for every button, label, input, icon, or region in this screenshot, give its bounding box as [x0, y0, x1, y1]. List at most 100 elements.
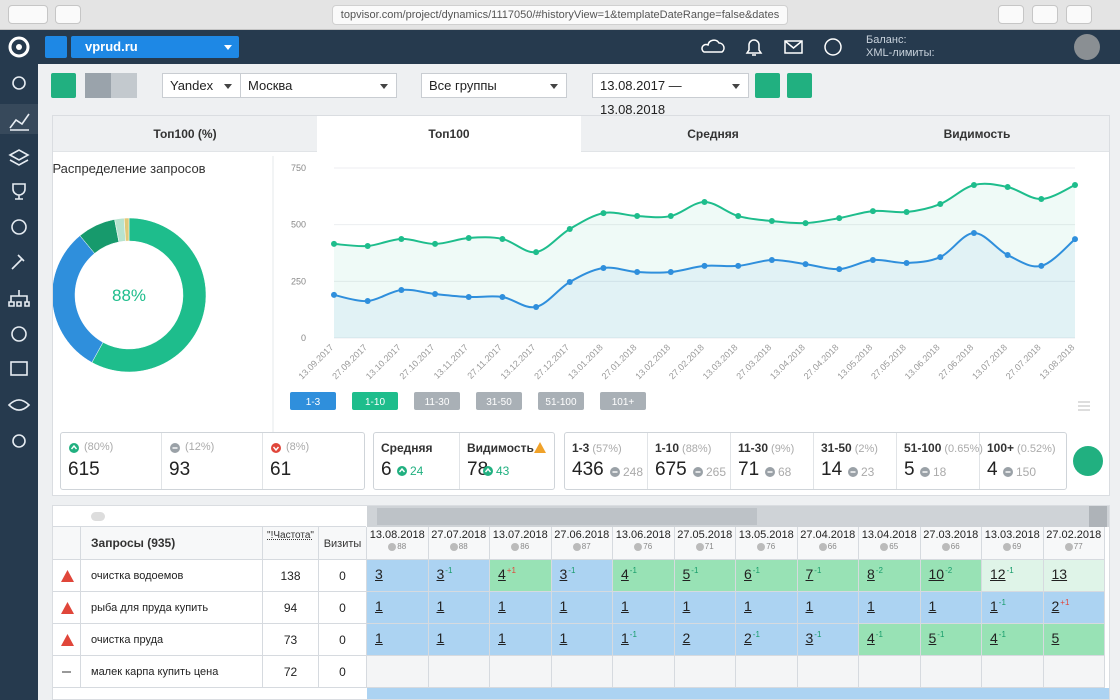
position[interactable]: 1: [375, 598, 383, 614]
x-tick-label: 13.12.2017: [499, 342, 538, 381]
tab[interactable]: Видимость: [845, 116, 1109, 152]
position[interactable]: 8: [867, 566, 875, 582]
position[interactable]: 1: [498, 598, 506, 614]
range-button-label: 51-100: [545, 397, 577, 408]
x-tick-label: 13.11.2017: [432, 342, 470, 380]
nav-icon[interactable]: [9, 290, 29, 306]
position[interactable]: 3: [806, 630, 814, 646]
position[interactable]: 1: [929, 598, 937, 614]
position[interactable]: 4: [990, 630, 998, 646]
trend-icon: [1003, 467, 1013, 477]
weather-icon[interactable]: [702, 40, 724, 52]
position[interactable]: 3: [375, 566, 383, 582]
range-button[interactable]: 31-50: [476, 392, 522, 410]
position[interactable]: 5: [683, 566, 691, 582]
position[interactable]: 1: [806, 598, 814, 614]
position-change: -1: [568, 566, 575, 575]
project-select[interactable]: vprud.ru: [71, 36, 239, 58]
summary-prev: 265: [706, 465, 726, 479]
summary-head: 1-10(88%): [655, 441, 711, 455]
position[interactable]: 3: [437, 566, 445, 582]
position-change: -1: [814, 566, 821, 575]
position[interactable]: 1: [990, 598, 998, 614]
position[interactable]: 5: [929, 630, 937, 646]
position[interactable]: 1: [437, 598, 445, 614]
nav-icon[interactable]: [12, 220, 26, 234]
help-icon[interactable]: [825, 39, 841, 55]
position[interactable]: 1: [867, 598, 875, 614]
position[interactable]: 10: [929, 566, 945, 582]
position[interactable]: 1: [621, 598, 629, 614]
tab[interactable]: Топ100 (%): [53, 116, 317, 152]
position[interactable]: 6: [744, 566, 752, 582]
position[interactable]: 2: [1052, 598, 1060, 614]
position[interactable]: 1: [498, 630, 506, 646]
scroll-arrow[interactable]: [1089, 506, 1107, 527]
position[interactable]: 1: [375, 630, 383, 646]
scroll-top-button[interactable]: [1073, 446, 1103, 476]
position[interactable]: 2: [744, 630, 752, 646]
nav-icon[interactable]: [12, 255, 24, 269]
tab[interactable]: Средняя: [581, 116, 845, 152]
chart-menu[interactable]: [1078, 402, 1090, 410]
logo[interactable]: [6, 35, 32, 59]
range-button[interactable]: 101+: [600, 392, 646, 410]
date-range-select[interactable]: 13.08.2017 — 13.08.2018: [592, 73, 749, 98]
range-button[interactable]: 51-100: [538, 392, 584, 410]
nav-icon[interactable]: [10, 150, 28, 165]
tabs-button[interactable]: [1066, 5, 1092, 24]
bell-icon[interactable]: [747, 40, 761, 55]
nav-icon[interactable]: [11, 362, 27, 375]
position[interactable]: 1: [744, 598, 752, 614]
cell: 73: [263, 624, 319, 656]
tab[interactable]: Топ100: [317, 116, 581, 152]
data-point: [904, 260, 910, 266]
position[interactable]: 1: [560, 598, 568, 614]
nav-icon[interactable]: [12, 327, 26, 341]
nav-icon[interactable]: [13, 77, 25, 89]
group-select[interactable]: Все группы: [421, 73, 567, 98]
nav-icon[interactable]: [9, 400, 29, 410]
y-tick-label: 750: [291, 163, 306, 173]
settings-button[interactable]: [755, 73, 780, 98]
share-button[interactable]: [1032, 5, 1058, 24]
briefcase-button[interactable]: [45, 36, 67, 58]
position[interactable]: 1: [683, 598, 691, 614]
download-button[interactable]: [998, 5, 1024, 24]
avatar[interactable]: [1074, 34, 1100, 60]
view-grid-button[interactable]: [85, 73, 111, 98]
position[interactable]: 1: [437, 630, 445, 646]
nav-icon[interactable]: [13, 184, 25, 199]
badge-icon: [880, 543, 888, 551]
engine-select[interactable]: Yandex: [162, 73, 241, 98]
url-field[interactable]: topvisor.com/project/dynamics/1117050/#h…: [332, 5, 788, 25]
nav-icon[interactable]: [13, 435, 25, 447]
position[interactable]: 5: [1052, 630, 1060, 646]
position[interactable]: 3: [560, 566, 568, 582]
nav-buttons[interactable]: [8, 5, 48, 24]
scroll-thumb[interactable]: [377, 508, 757, 525]
toggle[interactable]: [91, 512, 105, 521]
position[interactable]: 4: [867, 630, 875, 646]
position[interactable]: 1: [560, 630, 568, 646]
position[interactable]: 7: [806, 566, 814, 582]
position[interactable]: 1: [621, 630, 629, 646]
position[interactable]: 4: [621, 566, 629, 582]
cell: 13.04.201865: [859, 527, 921, 560]
export-button[interactable]: [787, 73, 812, 98]
sidebar-toggle[interactable]: [55, 5, 81, 24]
view-list-button[interactable]: [111, 73, 137, 98]
position[interactable]: 2: [683, 630, 691, 646]
range-button[interactable]: 1-3: [290, 392, 336, 410]
position[interactable]: 13: [1052, 566, 1068, 582]
region-select[interactable]: Москва: [240, 73, 397, 98]
range-button[interactable]: 11-30: [414, 392, 460, 410]
position[interactable]: 12: [990, 566, 1006, 582]
summary-value: 6: [381, 459, 392, 481]
cell: 2+1: [1044, 592, 1106, 624]
refresh-button[interactable]: [51, 73, 76, 98]
position[interactable]: 4: [498, 566, 506, 582]
column-header[interactable]: "!Частота": [263, 530, 318, 541]
cell: 1: [798, 592, 860, 624]
range-button[interactable]: 1-10: [352, 392, 398, 410]
